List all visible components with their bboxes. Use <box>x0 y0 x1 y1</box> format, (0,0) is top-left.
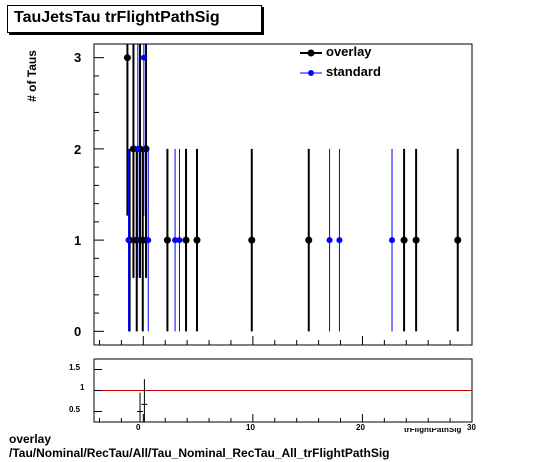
data-point-standard <box>145 237 152 244</box>
footer-line-2: /Tau/Nominal/RecTau/All/Tau_Nominal_RecT… <box>9 446 390 460</box>
data-point-overlay <box>193 236 201 244</box>
x-axis-label: trFlightPathSig <box>404 428 462 434</box>
legend-entry-overlay: overlay <box>298 44 428 62</box>
data-point-standard <box>326 237 333 244</box>
title-box: TauJetsTau trFlightPathSig <box>7 5 262 33</box>
y-tick-label-0: 0 <box>74 324 82 339</box>
main-axis-ticks <box>94 57 473 345</box>
ratio-data-series <box>137 379 148 422</box>
data-point-standard <box>336 237 343 244</box>
legend: overlay standard <box>298 44 428 84</box>
legend-entry-standard: standard <box>298 64 428 82</box>
ratio-y-tick-label-0.5: 0.5 <box>69 405 81 414</box>
data-point-overlay <box>163 236 171 244</box>
data-point-standard <box>176 237 183 244</box>
ratio-y-tick-label-1: 1 <box>80 383 85 392</box>
y-tick-label-2: 2 <box>74 142 82 157</box>
x-axis-label-box: trFlightPathSig <box>404 428 474 434</box>
y-tick-label-1: 1 <box>74 233 82 248</box>
data-point-overlay <box>133 236 141 244</box>
legend-marker-overlay <box>300 49 322 57</box>
ratio-axis-ticks <box>94 369 473 422</box>
data-point-overlay <box>454 236 462 244</box>
chart-title: TauJetsTau trFlightPathSig <box>14 9 220 26</box>
data-point-overlay <box>305 236 313 244</box>
data-point-overlay <box>412 236 420 244</box>
x-tick-label-0: 0 <box>136 423 141 432</box>
data-point-standard <box>125 237 132 244</box>
data-point-standard <box>389 237 396 244</box>
main-data-series <box>123 44 462 332</box>
x-tick-label-30: 30 <box>467 423 476 432</box>
x-tick-label-10: 10 <box>246 423 255 432</box>
legend-label-overlay: overlay <box>326 44 372 59</box>
data-point-overlay <box>139 236 147 244</box>
footer-line-1: overlay <box>9 432 52 446</box>
legend-marker-standard <box>300 70 322 76</box>
data-point-standard <box>172 237 179 244</box>
data-point-overlay <box>129 145 137 153</box>
data-point-standard <box>140 54 147 61</box>
data-point-overlay <box>182 236 190 244</box>
legend-label-standard: standard <box>326 64 381 79</box>
main-plot-frame <box>93 43 473 346</box>
ratio-y-tick-label-1.5: 1.5 <box>69 363 81 372</box>
x-tick-label-20: 20 <box>356 423 365 432</box>
data-point-overlay <box>123 54 131 62</box>
data-point-overlay <box>400 236 408 244</box>
data-point-standard <box>134 145 141 152</box>
y-tick-label-3: 3 <box>74 50 82 65</box>
data-point-overlay <box>248 236 256 244</box>
